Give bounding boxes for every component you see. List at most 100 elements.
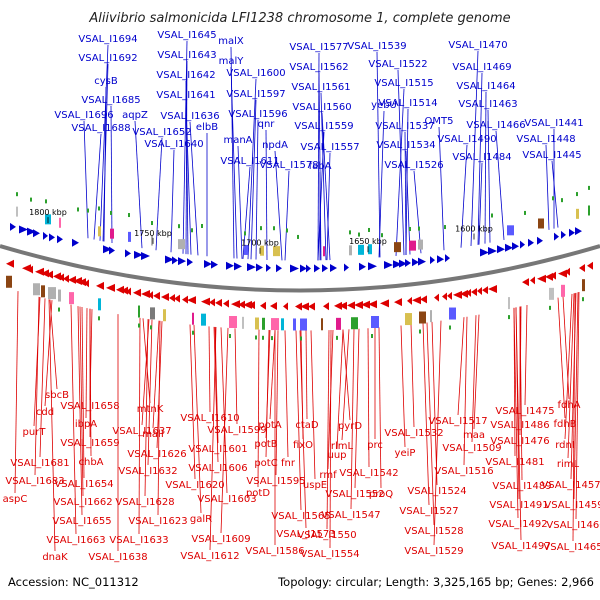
reverse-connector-line <box>234 328 238 425</box>
forward-gene-label: VSAL_I1484 <box>452 152 511 163</box>
forward-gene-label: VSAL_I1640 <box>144 139 203 150</box>
forward-gene-label: VSAL_I1636 <box>160 111 219 122</box>
forward-gene-label: VSAL_I1466 <box>466 120 525 131</box>
reverse-connector-line <box>564 293 573 440</box>
forward-connector-line <box>274 150 283 261</box>
inner-feature-mark <box>419 329 421 334</box>
reverse-gene-arrow <box>579 264 585 273</box>
reverse-gene-label: fixO <box>293 440 313 451</box>
outer-feature-mark <box>491 213 493 218</box>
reverse-gene-arrow <box>187 296 196 305</box>
inner-feature-mark <box>192 330 194 335</box>
reverse-gene-label: VSAL_I1601 <box>188 444 247 455</box>
reverse-connector-line <box>410 324 415 428</box>
reverse-gene-arrow <box>133 288 141 297</box>
reverse-gene-label: purT <box>23 427 47 438</box>
inner-annotation-block <box>229 316 237 329</box>
reverse-connector-line <box>378 327 382 489</box>
forward-connector-line <box>438 126 445 251</box>
reverse-gene-label: potB <box>254 439 277 450</box>
reverse-gene-label: fdhB <box>553 419 576 430</box>
reverse-connector-line <box>220 327 229 534</box>
outer-feature-mark <box>349 230 351 235</box>
reverse-connector-line <box>193 324 202 514</box>
reverse-gene-arrow <box>215 298 222 307</box>
inner-annotation-block <box>271 318 279 331</box>
reverse-connector-line <box>269 330 276 420</box>
reverse-connector-line <box>189 324 196 480</box>
reverse-gene-arrow <box>380 299 389 308</box>
reverse-gene-arrow <box>116 285 124 294</box>
forward-gene-label: VSAL_I1470 <box>448 40 507 51</box>
forward-gene-arrow <box>178 257 186 266</box>
forward-connector-line <box>99 44 109 241</box>
reverse-gene-arrow <box>169 294 175 303</box>
reverse-gene-label: VSAL_I1637 <box>112 426 171 437</box>
forward-gene-arrow <box>412 258 419 267</box>
annotation-block <box>507 225 514 236</box>
forward-gene-arrow <box>165 255 174 264</box>
forward-gene-arrow <box>187 258 193 267</box>
reverse-gene-label: VSAL_I1524 <box>407 486 466 497</box>
forward-gene-label: VSAL_I1641 <box>156 90 215 101</box>
annotation-block <box>368 244 372 255</box>
forward-gene-label: VSAL_I1522 <box>368 59 427 70</box>
outer-feature-mark <box>191 228 193 233</box>
forward-connector-line <box>237 145 243 259</box>
annotation-block <box>244 244 248 255</box>
inner-feature-mark <box>262 335 264 340</box>
reverse-gene-label: potA <box>258 420 281 431</box>
reverse-gene-arrow <box>231 300 240 309</box>
inner-feature-mark <box>549 305 551 310</box>
annotation-block <box>538 218 544 229</box>
reverse-connector-line <box>144 319 149 497</box>
reverse-gene-arrow <box>283 302 288 311</box>
reverse-connector-line <box>39 298 46 458</box>
reverse-connector-line <box>44 300 53 407</box>
reverse-gene-label: sbcB <box>45 390 69 401</box>
forward-gene-label: VSAL_I1652 <box>132 127 191 138</box>
reverse-gene-arrow <box>488 285 497 294</box>
inner-annotation-block <box>293 318 296 331</box>
forward-gene-arrow <box>445 254 450 263</box>
annotation-block <box>394 242 401 253</box>
reverse-gene-label: VSAL_I1609 <box>191 534 250 545</box>
reverse-gene-label: malI <box>142 429 164 440</box>
reverse-gene-label: VSAL_I1528 <box>404 526 463 537</box>
annotation-block <box>349 245 352 256</box>
forward-connector-line <box>230 66 238 259</box>
reverse-connector-line <box>70 304 77 535</box>
reverse-connector-line <box>519 306 523 481</box>
reverse-gene-arrow <box>412 296 421 305</box>
outer-feature-mark <box>98 206 100 211</box>
forward-gene-label: yebU <box>371 100 397 111</box>
forward-gene-arrow <box>234 262 242 271</box>
reverse-connector-line <box>209 327 217 551</box>
forward-gene-arrow <box>103 245 112 254</box>
reverse-gene-label: VSAL_I1681 <box>10 458 69 469</box>
forward-connector-line <box>185 100 192 255</box>
forward-gene-label: VSAL_I1596 <box>228 109 287 120</box>
reverse-gene-label: VSAL_I1517 <box>428 416 487 427</box>
forward-connector-line <box>134 120 143 249</box>
reverse-connector-line <box>354 328 360 489</box>
reverse-connector-line <box>284 330 289 458</box>
forward-gene-label: VSAL_I1463 <box>458 99 517 110</box>
reverse-gene-arrow <box>270 302 277 311</box>
forward-connector-line <box>478 162 483 245</box>
forward-connector-line <box>255 119 259 260</box>
forward-gene-label: elbB <box>196 122 218 133</box>
annotation-block <box>59 217 61 228</box>
reverse-gene-arrow <box>334 301 342 310</box>
forward-connector-line <box>247 78 257 260</box>
inner-feature-mark <box>229 334 231 339</box>
reverse-connector-line <box>567 293 575 459</box>
reverse-gene-arrow <box>68 275 76 284</box>
forward-connector-line <box>545 144 550 230</box>
inner-annotation-block <box>336 317 341 330</box>
reverse-connector-line <box>77 306 83 516</box>
forward-gene-arrow <box>488 247 497 256</box>
forward-gene-label: VSAL_I1539 <box>347 41 406 52</box>
annotation-block <box>110 228 114 239</box>
reverse-gene-arrow <box>35 267 44 276</box>
